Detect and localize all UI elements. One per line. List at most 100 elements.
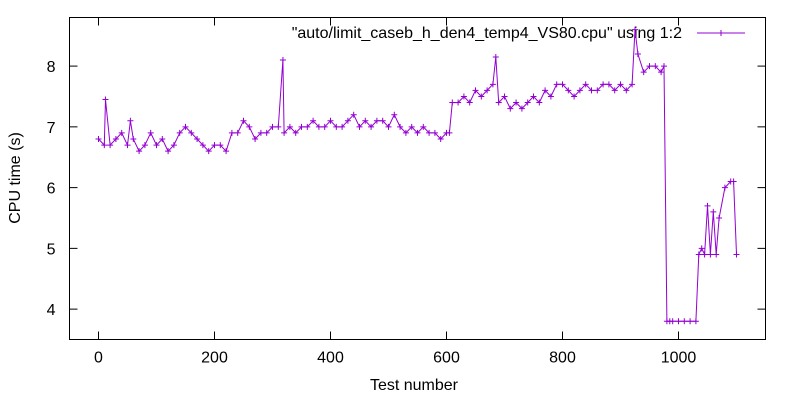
data-point-marker (281, 129, 288, 136)
data-point-marker (455, 99, 462, 106)
data-point-marker (588, 87, 595, 94)
data-point-marker (217, 142, 224, 149)
data-point-marker (368, 123, 375, 130)
legend-plus-marker (718, 30, 724, 36)
data-point-marker (101, 142, 108, 149)
data-point-marker (640, 69, 647, 76)
data-point-marker (565, 87, 572, 94)
data-point-marker (257, 129, 264, 136)
data-point-marker (582, 81, 589, 88)
series-layer (95, 26, 740, 325)
data-point-marker (704, 202, 711, 209)
data-point-marker (199, 142, 206, 149)
data-point-marker (611, 87, 618, 94)
data-point-marker (153, 142, 160, 149)
data-point-marker (223, 148, 230, 155)
data-point-marker (127, 117, 134, 124)
data-point-marker (721, 184, 728, 191)
data-point-marker (240, 117, 247, 124)
data-point-marker (234, 129, 241, 136)
data-point-marker (194, 136, 201, 143)
data-point-marker (130, 136, 137, 143)
data-point-marker (402, 129, 409, 136)
data-point-marker (102, 96, 109, 103)
data-point-marker (629, 81, 636, 88)
x-axis-label: Test number (370, 377, 459, 394)
data-point-marker (733, 251, 740, 258)
data-point-marker (695, 251, 702, 258)
data-point-marker (252, 136, 259, 143)
data-point-marker (716, 214, 723, 221)
data-point-marker (426, 129, 433, 136)
data-point-marker (107, 142, 114, 149)
data-point-marker (594, 87, 601, 94)
data-point-marker (286, 123, 293, 130)
data-point-marker (165, 148, 172, 155)
data-point-marker (228, 129, 235, 136)
plot-area-frame (69, 17, 766, 340)
data-point-marker (263, 129, 270, 136)
data-point-marker (356, 123, 363, 130)
data-point-marker (576, 87, 583, 94)
data-point-marker (269, 123, 276, 130)
data-point-marker (246, 123, 253, 130)
data-point-marker (315, 123, 322, 130)
data-point-marker (159, 136, 166, 143)
legend-marker-swatch (718, 30, 724, 36)
data-point-marker (391, 111, 398, 118)
data-point-marker (95, 136, 102, 143)
data-point-marker (632, 26, 638, 33)
data-point-marker (489, 81, 496, 88)
data-point-marker (449, 99, 456, 106)
data-point-marker (321, 123, 328, 130)
data-point-marker (730, 178, 737, 185)
data-point-marker (707, 251, 714, 258)
data-point-marker (460, 93, 467, 100)
data-point-marker (385, 123, 392, 130)
data-point-marker (275, 123, 282, 130)
data-point-marker (292, 129, 299, 136)
data-point-marker (350, 111, 357, 118)
data-point-marker (205, 148, 212, 155)
y-axis: 4 5 6 7 8 (47, 59, 766, 319)
data-point-marker (431, 129, 438, 136)
data-point-marker (310, 117, 317, 124)
data-point-marker (646, 63, 653, 70)
data-point-marker (495, 99, 502, 106)
data-point-marker (344, 117, 351, 124)
data-point-marker (333, 123, 340, 130)
data-point-marker (542, 87, 549, 94)
x-axis: 0 200 400 600 800 1000 (94, 17, 696, 367)
x-tick-label: 400 (317, 350, 344, 367)
data-point-marker (182, 123, 189, 130)
data-point-marker (681, 318, 688, 325)
y-tick-label: 6 (47, 181, 56, 198)
data-point-marker (304, 123, 311, 130)
data-point-marker (170, 142, 177, 149)
data-point-marker (518, 105, 525, 112)
data-point-marker (513, 99, 520, 106)
data-point-marker (408, 123, 415, 130)
data-point-marker (687, 318, 694, 325)
data-point-marker (362, 117, 369, 124)
data-point-marker (661, 63, 667, 70)
data-point-marker (118, 129, 125, 136)
data-point-marker (373, 117, 380, 124)
data-point-marker (446, 129, 453, 136)
data-point-marker (501, 93, 508, 100)
y-axis-label: CPU time (s) (7, 132, 24, 224)
data-point-marker (397, 123, 404, 130)
x-tick-label: 600 (433, 350, 460, 367)
data-point-marker (530, 93, 537, 100)
data-point-marker (675, 318, 682, 325)
y-tick-label: 8 (47, 59, 56, 76)
data-point-marker (298, 123, 305, 130)
data-point-marker (472, 87, 479, 94)
legend: "auto/limit_caseb_h_den4_temp4_VS80.cpu"… (292, 25, 745, 42)
data-point-marker (379, 117, 386, 124)
series-line (98, 29, 737, 322)
data-point-marker (652, 63, 659, 70)
data-point-marker (136, 148, 143, 155)
data-point-marker (669, 318, 676, 325)
data-point-marker (279, 57, 286, 64)
